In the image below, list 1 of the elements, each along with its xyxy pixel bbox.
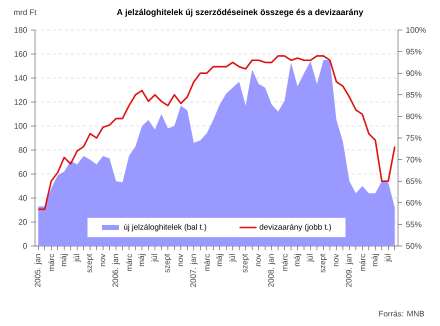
chart-title: A jelzáloghitelek új szerződéseinek összege és a devizaarány [116,8,364,17]
